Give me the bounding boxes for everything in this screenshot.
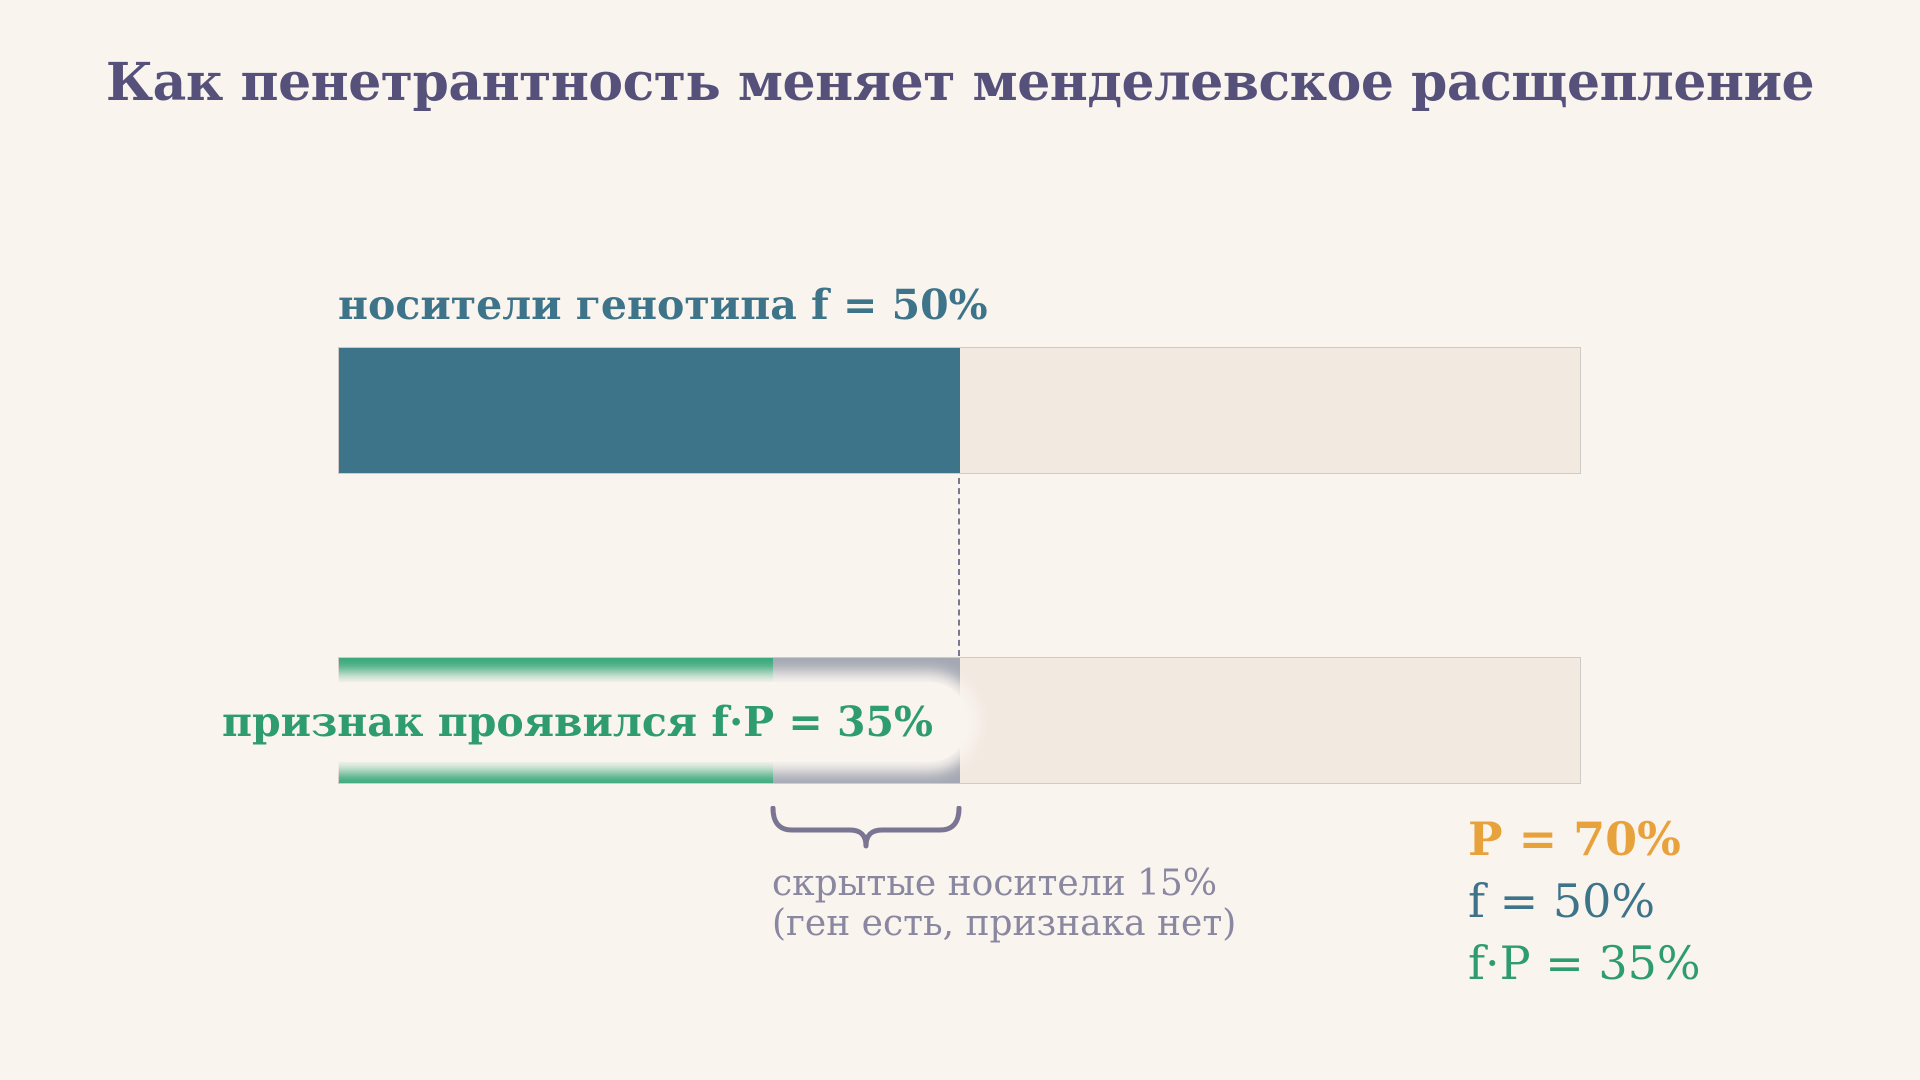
phenotype-bar [338, 657, 1581, 784]
expressed-label: признак проявился f·P = 35% [200, 682, 970, 762]
legend-expressed-frequency: f·P = 35% [1468, 936, 1701, 990]
page-title: Как пенетрантность меняет менделевское р… [105, 52, 1815, 113]
carriers-bar [338, 347, 1581, 474]
carriers-label: носители генотипа f = 50% [338, 281, 988, 329]
legend-genotype-frequency: f = 50% [1468, 874, 1656, 928]
hidden-carriers-caption: скрытые носители 15% (ген есть, признака… [772, 864, 1236, 944]
brace-icon [770, 806, 962, 849]
hidden-carriers-line2: (ген есть, признака нет) [772, 903, 1237, 944]
alignment-dashed-line [958, 478, 960, 656]
hidden-carriers-line1: скрытые носители 15% [772, 863, 1218, 904]
legend: P = 70% f = 50% f·P = 35% [1468, 808, 1701, 994]
carriers-fill [339, 348, 960, 473]
legend-penetrance: P = 70% [1468, 812, 1681, 866]
